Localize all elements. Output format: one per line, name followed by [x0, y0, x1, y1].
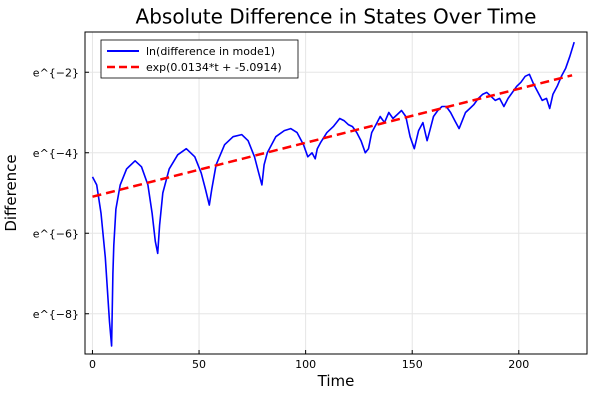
y-axis-label: Difference — [2, 154, 20, 231]
series — [91, 41, 575, 347]
series-line-1 — [91, 41, 575, 347]
x-tick-label: 50 — [192, 358, 206, 371]
legend: ln(difference in mode1) exp(0.0134*t + -… — [100, 39, 299, 79]
x-tick-label: 150 — [402, 358, 423, 371]
plot-frame — [84, 31, 588, 355]
chart-title: Absolute Difference in States Over Time — [136, 5, 537, 29]
x-tick-label: 0 — [89, 358, 96, 371]
x-axis-label: Time — [317, 372, 355, 390]
legend-label-series-2: exp(0.0134*t + -5.0914) — [146, 61, 282, 74]
series-line-2 — [92, 74, 573, 198]
axis-ticks: 0 50 100 150 200 e^{−2} e^{−4} e^{−6} e^{−8} — [33, 66, 529, 371]
x-tick-label: 100 — [295, 358, 316, 371]
y-tick-label: e^{−2} — [33, 66, 79, 79]
y-tick-label: e^{−4} — [33, 147, 79, 160]
x-tick-label: 200 — [508, 358, 529, 371]
y-tick-label: e^{−6} — [33, 227, 79, 240]
y-tick-label: e^{−8} — [33, 308, 79, 321]
legend-box — [100, 39, 299, 79]
legend-label-series-1: ln(difference in mode1) — [146, 45, 275, 58]
